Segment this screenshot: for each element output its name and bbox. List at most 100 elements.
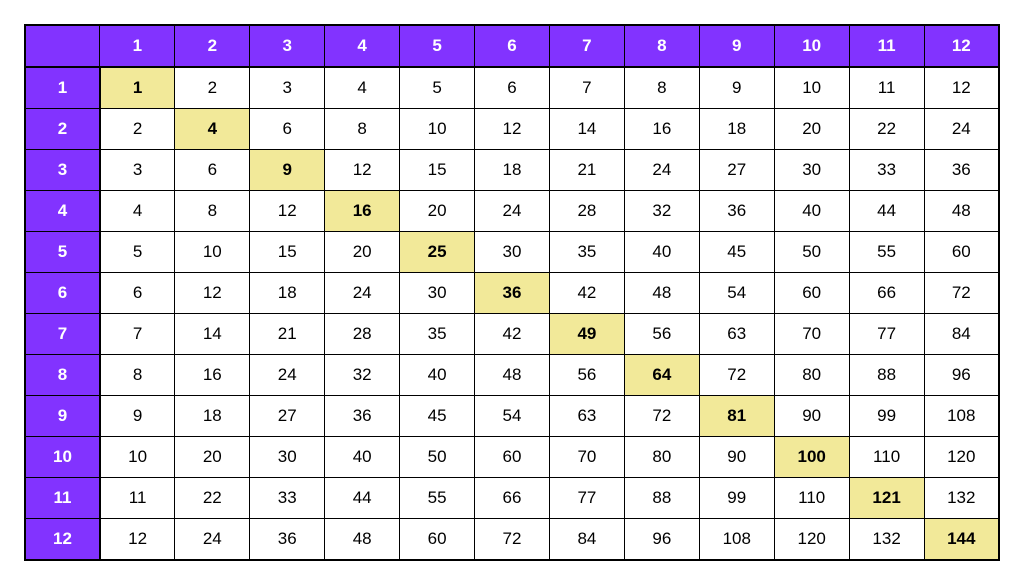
cell: 16 [624,109,699,150]
col-header: 9 [699,25,774,67]
cell: 6 [475,67,550,109]
cell: 88 [849,355,924,396]
cell: 28 [549,191,624,232]
cell: 12 [924,67,999,109]
table-row: 11112233445566778899110121132 [25,478,999,519]
cell: 60 [774,273,849,314]
cell: 14 [175,314,250,355]
cell: 24 [325,273,400,314]
cell: 15 [250,232,325,273]
cell: 3 [100,150,175,191]
diagonal-cell: 121 [849,478,924,519]
cell: 84 [924,314,999,355]
cell: 14 [549,109,624,150]
diagonal-cell: 36 [475,273,550,314]
cell: 48 [325,519,400,561]
cell: 28 [325,314,400,355]
cell: 50 [400,437,475,478]
cell: 30 [774,150,849,191]
cell: 4 [325,67,400,109]
diagonal-cell: 49 [549,314,624,355]
cell: 40 [400,355,475,396]
cell: 45 [699,232,774,273]
cell: 30 [400,273,475,314]
cell: 66 [475,478,550,519]
cell: 40 [325,437,400,478]
cell: 50 [774,232,849,273]
col-header: 2 [175,25,250,67]
cell: 110 [774,478,849,519]
cell: 60 [924,232,999,273]
cell: 99 [699,478,774,519]
cell: 8 [175,191,250,232]
cell: 56 [624,314,699,355]
cell: 120 [774,519,849,561]
table-row: 881624324048566472808896 [25,355,999,396]
cell: 72 [924,273,999,314]
cell: 96 [624,519,699,561]
cell: 4 [100,191,175,232]
cell: 18 [175,396,250,437]
diagonal-cell: 1 [100,67,175,109]
diagonal-cell: 16 [325,191,400,232]
multiplication-table: 1 2 3 4 5 6 7 8 9 10 11 12 1123456789101… [24,24,1000,561]
col-header: 11 [849,25,924,67]
col-header: 10 [774,25,849,67]
table-row: 551015202530354045505560 [25,232,999,273]
cell: 36 [924,150,999,191]
table-row: 121224364860728496108120132144 [25,519,999,561]
cell: 10 [774,67,849,109]
cell: 48 [924,191,999,232]
cell: 66 [849,273,924,314]
table-row: 10102030405060708090100110120 [25,437,999,478]
cell: 8 [624,67,699,109]
cell: 110 [849,437,924,478]
cell: 48 [475,355,550,396]
diagonal-cell: 9 [250,150,325,191]
cell: 108 [924,396,999,437]
cell: 96 [924,355,999,396]
cell: 9 [100,396,175,437]
cell: 70 [549,437,624,478]
cell: 20 [774,109,849,150]
cell: 22 [849,109,924,150]
cell: 35 [400,314,475,355]
diagonal-cell: 81 [699,396,774,437]
cell: 18 [475,150,550,191]
cell: 18 [250,273,325,314]
cell: 7 [549,67,624,109]
cell: 70 [774,314,849,355]
row-header: 3 [25,150,100,191]
cell: 18 [699,109,774,150]
cell: 20 [400,191,475,232]
cell: 88 [624,478,699,519]
cell: 8 [100,355,175,396]
cell: 12 [250,191,325,232]
col-header: 1 [100,25,175,67]
cell: 6 [100,273,175,314]
cell: 90 [774,396,849,437]
cell: 80 [774,355,849,396]
cell: 20 [325,232,400,273]
cell: 60 [475,437,550,478]
cell: 36 [325,396,400,437]
cell: 33 [849,150,924,191]
col-header: 6 [475,25,550,67]
cell: 30 [250,437,325,478]
col-header: 5 [400,25,475,67]
cell: 99 [849,396,924,437]
row-header: 4 [25,191,100,232]
table-row: 661218243036424854606672 [25,273,999,314]
cell: 132 [924,478,999,519]
cell: 132 [849,519,924,561]
cell: 72 [624,396,699,437]
cell: 11 [849,67,924,109]
diagonal-cell: 64 [624,355,699,396]
cell: 10 [175,232,250,273]
cell: 12 [175,273,250,314]
cell: 3 [250,67,325,109]
col-header: 8 [624,25,699,67]
cell: 12 [475,109,550,150]
diagonal-cell: 100 [774,437,849,478]
col-header: 12 [924,25,999,67]
